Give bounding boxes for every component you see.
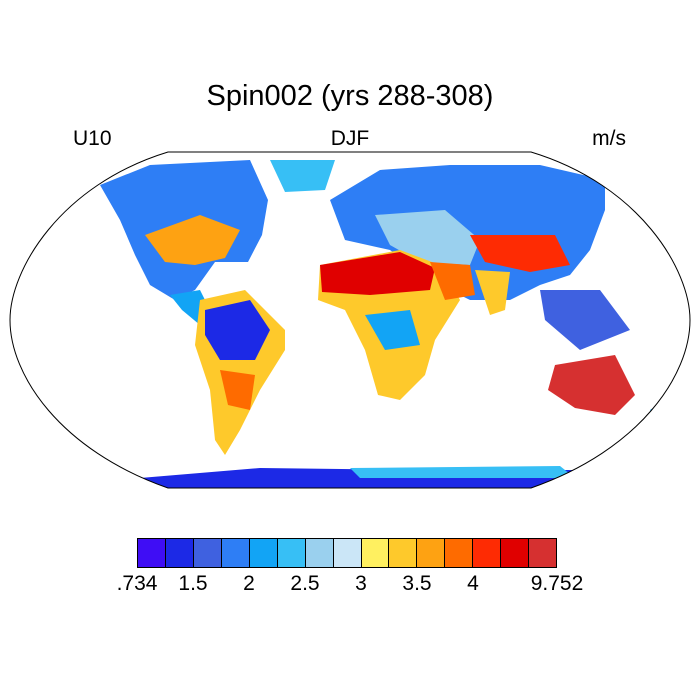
map-boundary bbox=[9, 151, 691, 489]
colorbar-box bbox=[389, 539, 418, 567]
new-zealand bbox=[650, 400, 665, 425]
colorbar-box bbox=[138, 539, 166, 567]
india bbox=[475, 270, 510, 315]
colorbar-label: 2.5 bbox=[290, 572, 320, 595]
central-africa bbox=[365, 310, 420, 350]
colorbar-box bbox=[277, 539, 306, 567]
colorbar-box bbox=[445, 539, 474, 567]
colorbar-box bbox=[473, 539, 502, 567]
southeast-asia bbox=[540, 290, 630, 350]
season-label: DJF bbox=[330, 127, 370, 150]
colorbar-box bbox=[529, 539, 557, 567]
arabia bbox=[430, 262, 475, 300]
colorbar-box bbox=[361, 539, 390, 567]
south-america-hot bbox=[220, 370, 255, 410]
units-label: m/s bbox=[592, 127, 626, 150]
colorbar-label: 4 bbox=[467, 572, 479, 595]
australia bbox=[548, 355, 635, 415]
asia-hot bbox=[470, 235, 570, 272]
colorbar-label: 3.5 bbox=[402, 572, 432, 595]
colorbar-label: .734 bbox=[116, 572, 158, 595]
colorbar-box bbox=[249, 539, 278, 567]
colorbar-label: 2 bbox=[243, 572, 255, 595]
north-america-hot bbox=[145, 215, 240, 265]
colorbar-box bbox=[333, 539, 362, 567]
map-title: Spin002 (yrs 288-308) bbox=[206, 80, 494, 112]
colorbar-label: 3 bbox=[355, 572, 367, 595]
colorbar-label: 1.5 bbox=[178, 572, 208, 595]
antarctica-coast bbox=[350, 466, 575, 478]
colorbar-box bbox=[417, 539, 446, 567]
colorbar bbox=[137, 538, 557, 568]
colorbar-box bbox=[501, 539, 530, 567]
sahara bbox=[320, 252, 435, 295]
colorbar-box bbox=[193, 539, 222, 567]
colorbar-box bbox=[221, 539, 250, 567]
colorbar-box bbox=[165, 539, 194, 567]
colorbar-label: 9.752 bbox=[530, 572, 584, 595]
greenland bbox=[270, 160, 335, 192]
variable-label: U10 bbox=[73, 127, 112, 150]
amazon bbox=[205, 300, 270, 360]
colorbar-box bbox=[305, 539, 334, 567]
